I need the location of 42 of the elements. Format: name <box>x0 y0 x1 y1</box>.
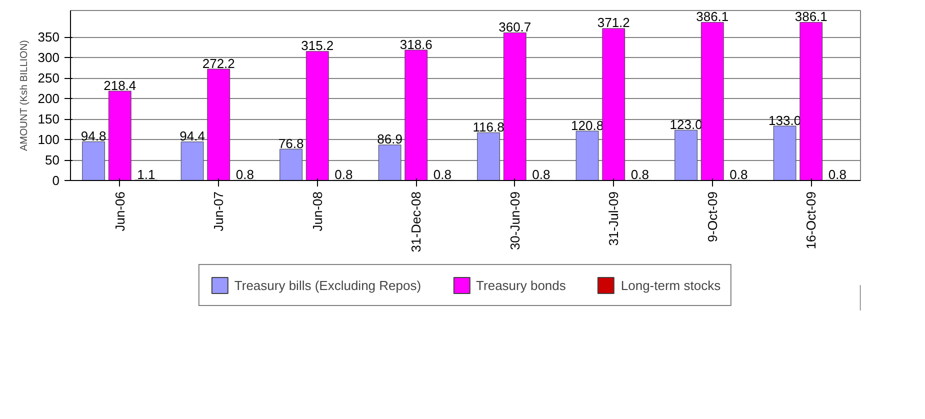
x-tick-label: 31-Dec-08 <box>408 191 424 252</box>
data-label: 0.8 <box>236 166 254 182</box>
data-label: 0.8 <box>532 166 550 182</box>
y-tick-label: 300 <box>38 50 60 66</box>
legend-label: Treasury bonds <box>476 278 566 292</box>
y-tick-label: 200 <box>38 91 60 106</box>
y-tick-label: 350 <box>38 30 60 45</box>
y-tick-label: 50 <box>45 152 60 168</box>
x-tick-label: 30-Jun-09 <box>507 191 522 250</box>
data-label: 315.2 <box>301 38 334 54</box>
x-tick-label: 16-Oct-09 <box>804 191 819 250</box>
data-label: 318.6 <box>400 36 432 52</box>
legend-label: Long-term stocks <box>620 278 721 292</box>
y-tick-label: 250 <box>38 70 60 86</box>
data-label: 0.8 <box>630 166 649 182</box>
data-label: 272.2 <box>202 56 235 71</box>
y-axis-title: AMOUNT (Ksh BILLION) <box>18 40 30 152</box>
data-label: 94.8 <box>80 128 106 144</box>
y-tick-label: 150 <box>38 112 60 127</box>
data-label: 360.7 <box>498 20 532 35</box>
data-label: 133.0 <box>768 112 802 128</box>
data-label: 386.1 <box>696 9 729 24</box>
data-label: 94.4 <box>180 128 205 144</box>
data-label: 0.8 <box>334 166 353 182</box>
y-tick-label: 100 <box>38 132 60 148</box>
data-label: 0.8 <box>730 166 748 182</box>
data-label: 1.1 <box>137 166 156 182</box>
data-label: 0.8 <box>828 166 846 182</box>
data-label: 386.1 <box>794 9 828 24</box>
data-label: 218.4 <box>104 78 136 93</box>
x-tick-label: 9-Oct-09 <box>704 191 720 242</box>
legend-label: Treasury bills (Excluding Repos) <box>234 278 422 292</box>
data-label: 371.2 <box>597 15 630 30</box>
data-label: 0.8 <box>433 166 452 182</box>
x-tick-label: Jun-08 <box>310 192 325 232</box>
data-label: 86.9 <box>377 132 402 147</box>
x-tick-label: Jun-06 <box>112 192 128 232</box>
y-tick-label: 0 <box>52 173 60 188</box>
x-tick-label: 31-Jul-09 <box>606 191 622 246</box>
x-tick-label: Jun-07 <box>211 192 226 232</box>
data-label: 120.8 <box>571 118 604 133</box>
data-label: 76.8 <box>278 136 304 151</box>
